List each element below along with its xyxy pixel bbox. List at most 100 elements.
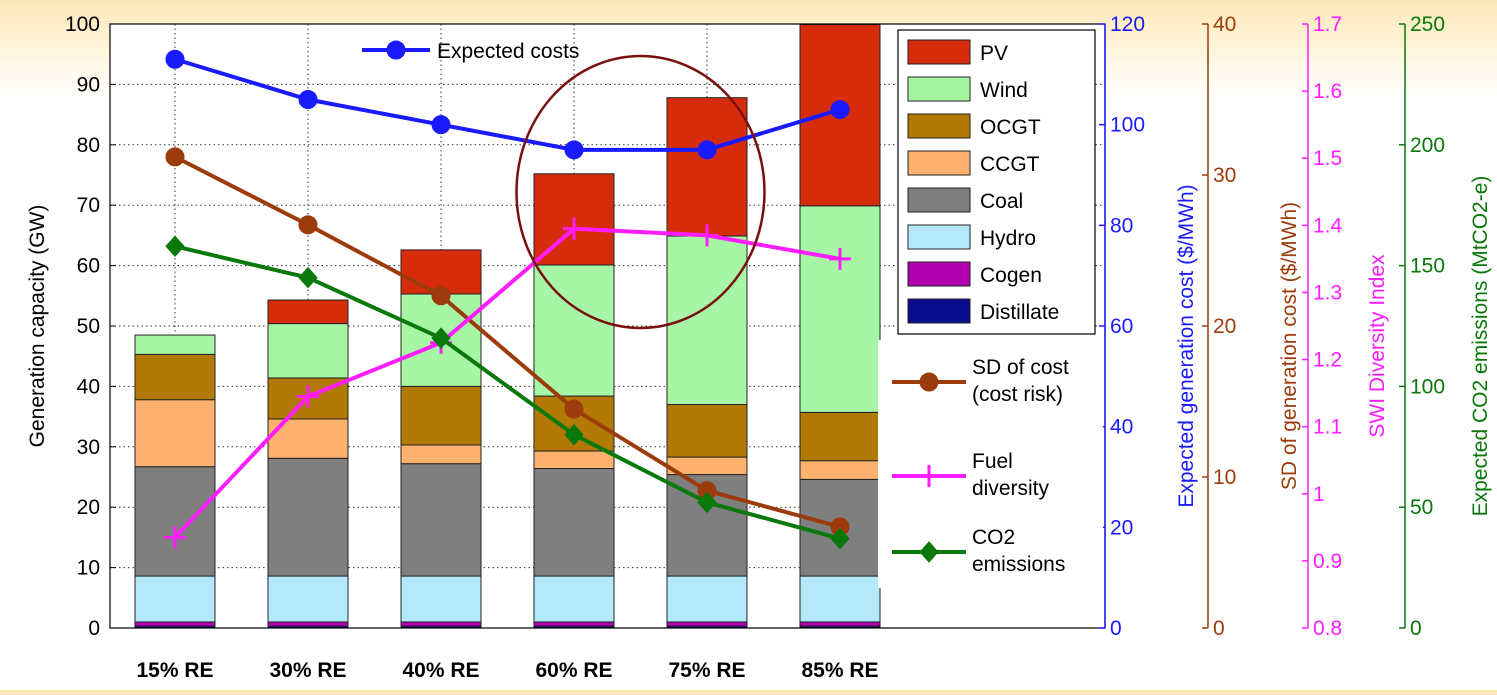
bar-segment-ocgt	[799, 411, 881, 462]
co2-axis-title: Expected CO2 emissions (MtCO2-e)	[1469, 176, 1492, 517]
bar-segment-hydro	[400, 575, 482, 623]
swi-axis-tick-label: 1.5	[1313, 147, 1342, 170]
left-axis-tick-label: 0	[88, 617, 100, 640]
bar-segment-cogen	[799, 621, 881, 627]
point-co2	[431, 327, 451, 349]
bar-segment-cogen	[400, 621, 482, 627]
point-cost	[697, 140, 717, 160]
point-swi	[696, 224, 718, 247]
bar-legend-swatch-ocgt	[907, 113, 971, 139]
swi-axis-tick-label: 1.4	[1313, 214, 1343, 237]
swi-axis-tick-label: 1.1	[1313, 416, 1342, 439]
bar-segment-ccgt	[533, 450, 615, 470]
bar-legend-label-wind: Wind	[980, 79, 1028, 102]
bar-legend-swatch-distillate	[907, 298, 971, 324]
legend-swi-marker	[918, 465, 940, 487]
point-co2	[830, 527, 850, 550]
point-co2	[298, 266, 318, 289]
point-cost	[298, 90, 318, 109]
bar-segment-cogen	[666, 621, 748, 627]
left-axis-tick-label: 50	[77, 315, 100, 338]
point-sd	[431, 286, 451, 306]
bar-segment-coal	[267, 457, 349, 577]
point-cost	[830, 100, 850, 120]
cost-axis-tick-label: 40	[1110, 416, 1133, 439]
point-swi	[297, 385, 319, 408]
legend-co2-label: emissions	[972, 553, 1065, 576]
swi-axis-tick-label: 1.7	[1313, 13, 1342, 36]
cost-axis-tick-label: 100	[1110, 114, 1145, 137]
sd-axis-tick-label: 40	[1213, 13, 1236, 36]
co2-axis-tick-label: 100	[1410, 375, 1445, 398]
left-axis-tick-label: 20	[77, 496, 100, 519]
left-axis-tick-label: 100	[65, 13, 100, 36]
bar-segment-cogen	[134, 621, 216, 627]
point-swi	[563, 217, 585, 240]
legend-co2-marker	[919, 541, 939, 563]
bar-legend-swatch-cogen	[907, 261, 971, 287]
sd-axis-tick-label: 0	[1213, 617, 1225, 640]
cost-axis-tick-label: 0	[1110, 617, 1122, 640]
bar-legend-label-pv: PV	[980, 42, 1008, 65]
bar-segment-ocgt	[134, 353, 216, 401]
sd-axis-tick-label: 20	[1213, 315, 1236, 338]
legend-swi-label: Fuel	[972, 450, 1013, 473]
cost-axis-title: Expected generation cost ($/MWh)	[1175, 184, 1198, 507]
bar-segment-wind	[533, 264, 615, 397]
sd-axis-tick-label: 30	[1213, 164, 1236, 187]
x-category-label: 85% RE	[801, 659, 878, 682]
legend-sd-label: SD of cost	[972, 356, 1069, 379]
bar-segment-wind	[799, 205, 881, 413]
bar-segment-ocgt	[666, 404, 748, 458]
bar-segment-coal	[134, 466, 216, 577]
point-co2	[564, 423, 584, 446]
left-axis-tick-label: 70	[77, 194, 100, 217]
cost-axis-tick-label: 20	[1110, 516, 1133, 539]
highlight-ellipse	[515, 54, 766, 330]
point-swi	[164, 526, 186, 549]
left-axis-title: Generation capacity (GW)	[26, 205, 49, 448]
point-sd	[165, 147, 185, 167]
cost-axis-tick-label: 120	[1110, 13, 1145, 36]
cost-axis-tick-label: 60	[1110, 315, 1133, 338]
cost-axis-tick-label: 80	[1110, 214, 1133, 237]
co2-axis-tick-label: 200	[1410, 134, 1445, 157]
legend-co2-label: CO2	[972, 526, 1015, 549]
x-category-label: 15% RE	[136, 659, 213, 682]
point-cost	[431, 115, 451, 135]
co2-axis-tick-label: 50	[1410, 496, 1433, 519]
swi-axis-tick-label: 1	[1313, 483, 1325, 506]
swi-axis-tick-label: 0.9	[1313, 550, 1342, 573]
swi-axis-tick-label: 1.6	[1313, 80, 1342, 103]
left-axis-tick-label: 30	[77, 436, 100, 459]
point-sd	[298, 215, 318, 235]
point-swi	[829, 247, 851, 270]
point-sd	[564, 399, 584, 419]
x-category-label: 30% RE	[269, 659, 346, 682]
bar-segment-wind	[134, 334, 216, 355]
bar-segment-pv	[666, 97, 748, 237]
bar-legend-label-ccgt: CCGT	[980, 153, 1040, 176]
sd-axis-tick-label: 10	[1213, 466, 1236, 489]
left-axis-tick-label: 90	[77, 73, 100, 96]
bar-segment-coal	[400, 463, 482, 577]
line-swi	[173, 226, 841, 539]
legend-expected-costs-label: Expected costs	[437, 40, 579, 63]
line-sd	[174, 155, 841, 529]
swi-axis-tick-label: 0.8	[1313, 617, 1342, 640]
line-cost	[174, 57, 841, 152]
co2-axis-tick-label: 0	[1410, 617, 1422, 640]
swi-axis-tick-label: 1.3	[1313, 281, 1342, 304]
x-category-label: 60% RE	[535, 659, 612, 682]
legend-expected-costs-marker	[386, 40, 406, 60]
annotations	[515, 54, 766, 330]
bar-legend-swatch-pv	[907, 39, 971, 65]
bar-segment-hydro	[799, 575, 881, 623]
bar-segment-coal	[533, 468, 615, 577]
bar-legend-swatch-wind	[907, 76, 971, 102]
left-axis-tick-label: 60	[77, 255, 100, 278]
bar-segment-ccgt	[134, 399, 216, 468]
point-co2	[697, 491, 717, 514]
